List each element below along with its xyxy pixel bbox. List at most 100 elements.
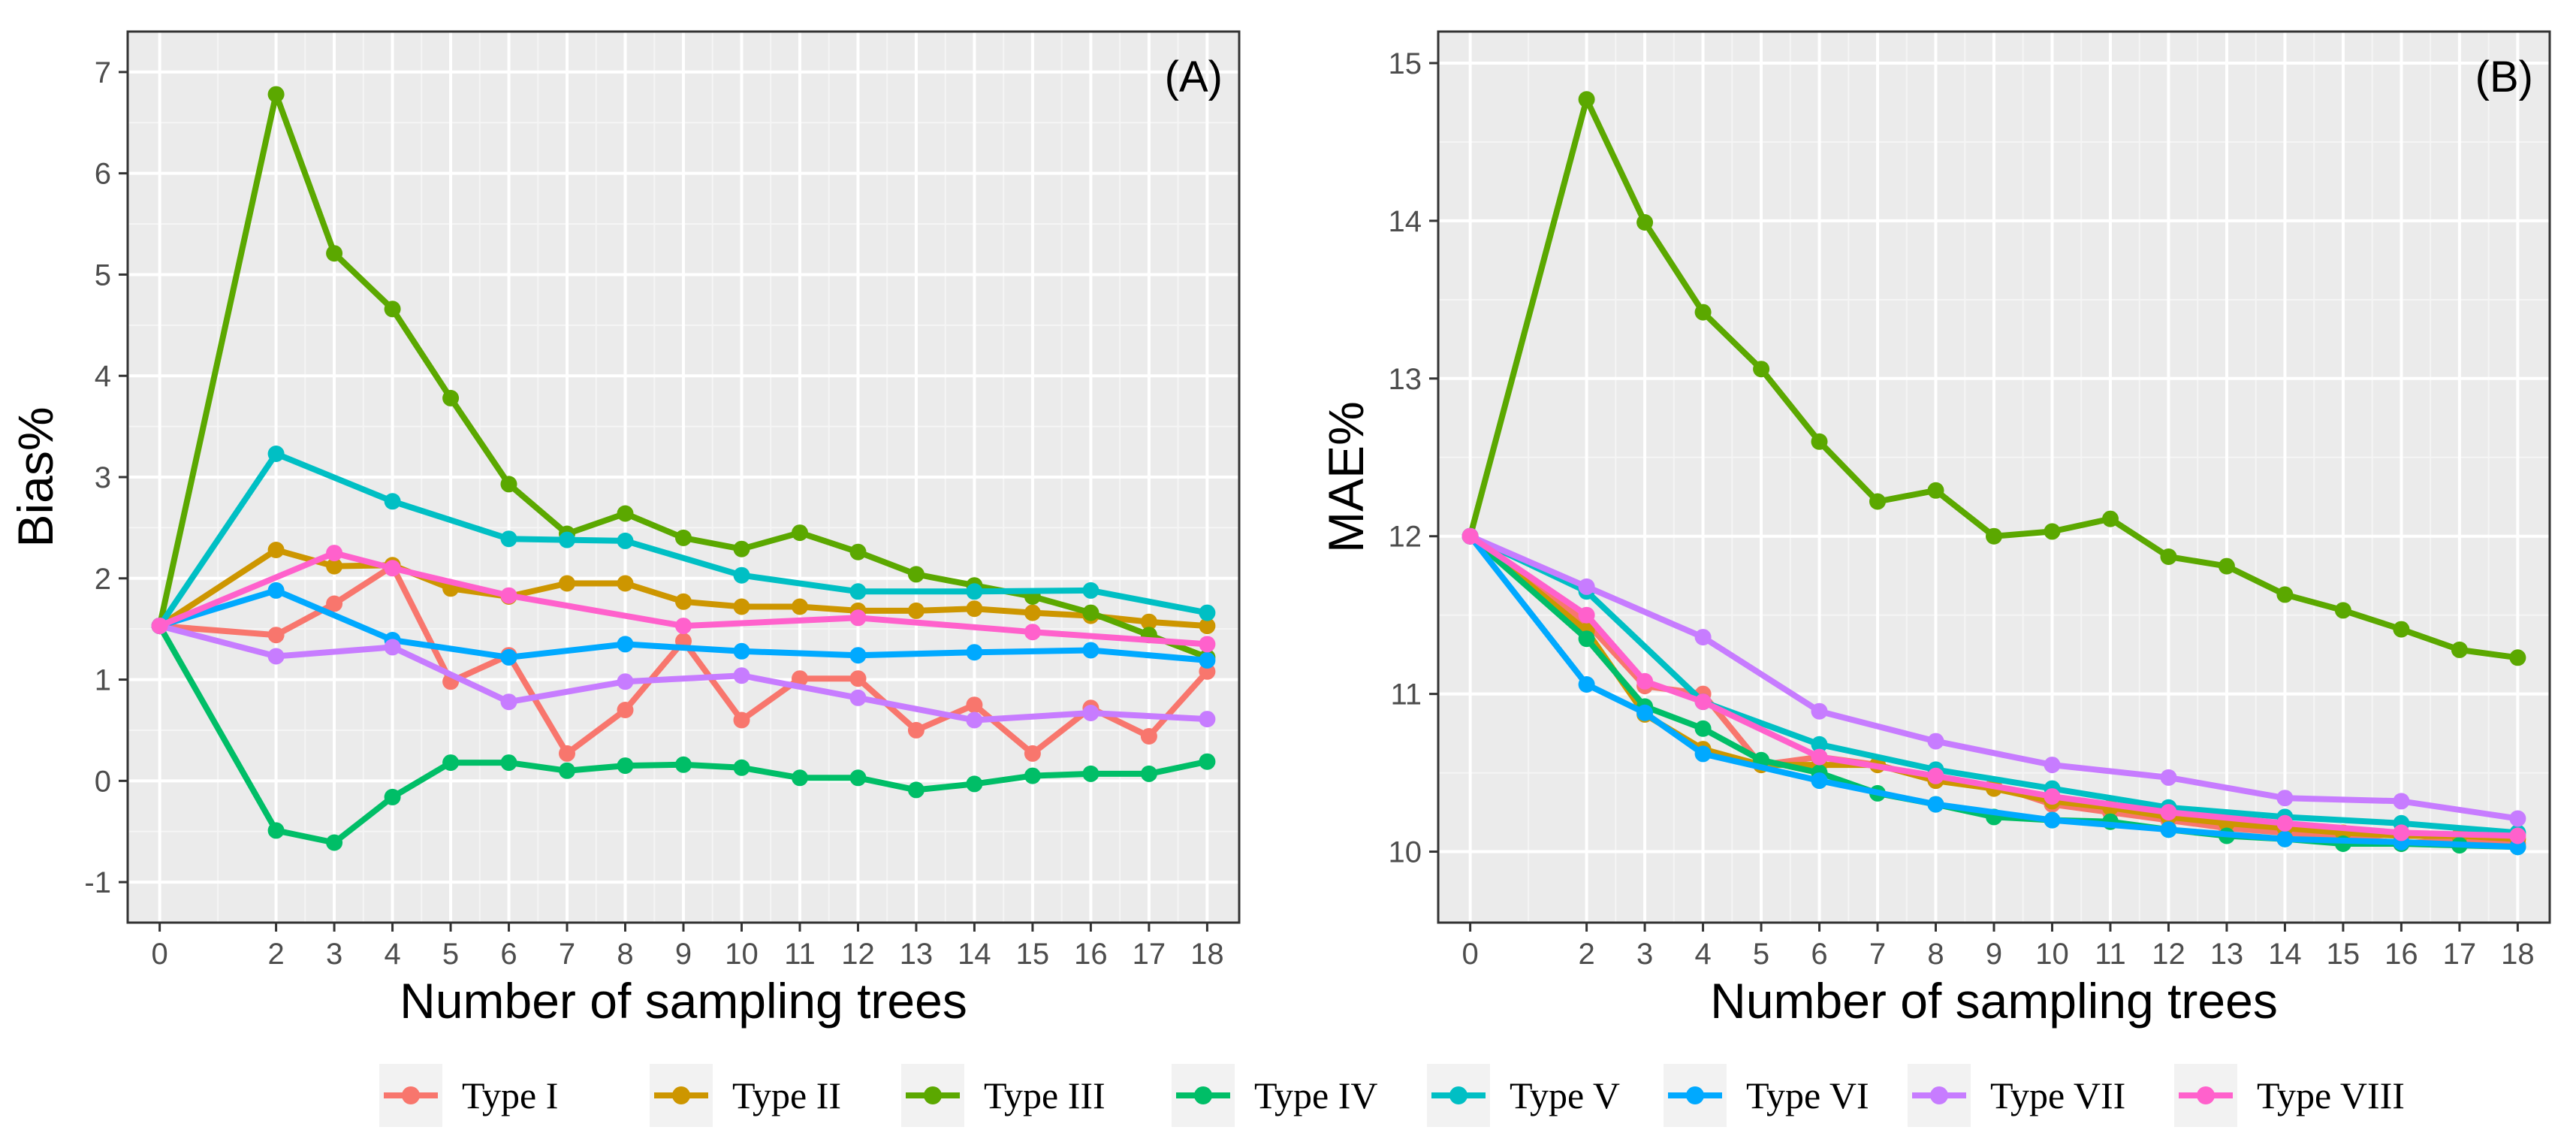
b-data-point [1578, 578, 1595, 595]
a-data-point [1199, 636, 1216, 653]
panel-b-mae: 0 2 3 4 5 6 7 8 9 10 11 12 13 14 15 16 17 18 10 11 12 13 14 15 N… [1318, 30, 2551, 1029]
a-data-point [500, 587, 517, 604]
a-data-point [617, 532, 634, 549]
a-x-tick-label: 16 [1074, 938, 1108, 971]
b-data-point [2276, 830, 2294, 847]
a-data-point [675, 593, 692, 610]
a-data-point [267, 822, 285, 839]
b-data-point [1811, 433, 1828, 450]
b-series-group [1461, 91, 2526, 856]
legend-item-1: Type I [379, 1064, 558, 1127]
a-y-axis-title: Bias% [8, 406, 63, 547]
panel-a-bias: 0 2 3 4 5 6 7 8 9 10 11 12 13 14 15 16 17 18-101234567Num… [8, 30, 1241, 1029]
b-data-point [1927, 796, 1944, 813]
b-series-line [1467, 533, 2521, 836]
a-series-5 [151, 446, 1216, 635]
b-data-point [2334, 602, 2351, 619]
a-data-point [966, 711, 983, 729]
a-x-tick-label: 13 [900, 938, 934, 971]
a-data-point [326, 834, 343, 851]
a-data-point [792, 524, 808, 542]
a-panel-label: (A) [1165, 53, 1223, 101]
a-x-tick-label: 4 [384, 938, 400, 971]
a-data-point [326, 545, 343, 562]
a-data-point [617, 575, 634, 592]
b-series-line [1467, 533, 2521, 822]
b-data-point [1927, 482, 1944, 499]
a-data-point [966, 583, 983, 600]
a-x-tick-label: 12 [841, 938, 875, 971]
a-data-point [1082, 642, 1099, 659]
b-data-point [2276, 814, 2294, 832]
b-x-tick-label: 6 [1811, 938, 1827, 971]
a-y-tick-label: 7 [95, 56, 111, 89]
a-data-point [1199, 651, 1216, 669]
b-series-3 [1461, 91, 2526, 666]
a-data-point [675, 618, 692, 635]
legend-label: Type III [984, 1074, 1106, 1116]
b-data-point [2160, 548, 2177, 565]
a-data-point [384, 493, 401, 510]
a-data-point [1199, 753, 1216, 770]
b-data-point [1811, 702, 1828, 720]
b-data-point [1694, 720, 1712, 737]
b-data-point [2044, 757, 2061, 774]
legend-key-point [1930, 1086, 1948, 1104]
legend-label: Type VIII [2257, 1074, 2405, 1116]
b-data-point [1461, 527, 1479, 545]
a-x-tick-label: 17 [1133, 938, 1166, 971]
a-y-tick-label: 0 [95, 765, 111, 798]
b-data-point [1636, 214, 1654, 231]
b-data-point [2393, 824, 2410, 841]
b-x-tick-label: 18 [2501, 938, 2535, 971]
a-data-point [617, 702, 634, 718]
b-data-point [2044, 788, 2061, 805]
legend-key-point [402, 1086, 420, 1104]
b-y-axis: 10 11 12 13 14 15 [1389, 47, 1438, 869]
a-data-point [617, 757, 634, 775]
a-data-point [500, 648, 517, 666]
a-y-tick-label: 3 [95, 461, 111, 494]
b-panel-label: (B) [2475, 53, 2533, 101]
a-data-point [733, 759, 750, 776]
legend-label: Type II [732, 1074, 841, 1116]
a-data-point [966, 696, 983, 714]
b-y-tick-label: 14 [1389, 205, 1422, 238]
b-data-point [1636, 704, 1654, 721]
b-series-7 [1461, 527, 2526, 827]
legend-label: Type VII [1990, 1074, 2125, 1116]
a-data-point [733, 667, 750, 684]
b-series-6 [1461, 527, 2526, 856]
a-data-point [559, 745, 575, 762]
b-series-line [1467, 96, 2521, 661]
b-data-point [1986, 527, 2002, 545]
legend-label: Type I [462, 1074, 558, 1116]
a-data-point [1082, 765, 1099, 782]
a-y-tick-label: 5 [95, 258, 111, 292]
b-data-point [1811, 748, 1828, 766]
a-data-point [849, 647, 867, 664]
b-x-tick-label: 7 [1869, 938, 1886, 971]
a-data-point [1140, 765, 1157, 782]
a-data-point [792, 769, 808, 787]
a-x-tick-label: 10 [725, 938, 759, 971]
b-data-point [1694, 629, 1712, 646]
b-data-point [2044, 811, 2061, 829]
legend-key-point [672, 1086, 690, 1104]
a-data-point [500, 754, 517, 772]
legend-key-point [924, 1086, 942, 1104]
a-data-point [384, 301, 401, 318]
b-data-point [1694, 745, 1712, 763]
a-data-point [559, 575, 575, 592]
a-data-point [907, 566, 925, 583]
legend-item-6: Type VI [1664, 1064, 1869, 1127]
legend-item-7: Type VII [1908, 1064, 2125, 1127]
a-data-point [792, 670, 808, 687]
a-data-point [267, 648, 285, 665]
a-data-point [907, 721, 925, 739]
b-x-axis-title: Number of sampling trees [1710, 973, 2278, 1029]
a-data-point [1140, 613, 1157, 630]
a-series-7 [151, 618, 1216, 729]
b-y-tick-label: 11 [1390, 678, 1422, 711]
a-y-axis: -1 0 1 2 3 4 5 6 7 [84, 56, 128, 899]
